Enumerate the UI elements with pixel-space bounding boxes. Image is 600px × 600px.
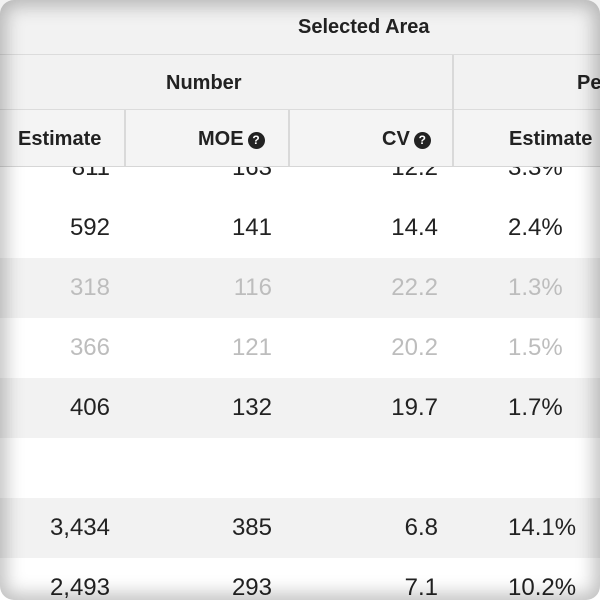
- estimate-cell: 2,493: [49, 574, 110, 600]
- percent-estimate-column-header[interactable]: Estimate: [509, 128, 593, 150]
- cv-label: CV: [382, 128, 410, 150]
- table-row: 592 141 14.4 2.4%: [0, 198, 600, 258]
- moe-column-header[interactable]: MOE?: [198, 127, 265, 151]
- percent-cell: 2.4%: [508, 214, 563, 241]
- cv-cell: 19.7: [391, 394, 438, 421]
- moe-cell: 385: [231, 514, 272, 541]
- cv-cell: 20.2: [391, 334, 438, 361]
- estimate-column-header[interactable]: Estimate: [18, 128, 102, 150]
- column-divider: [124, 110, 126, 166]
- table-row: 318 116 22.2 1.3%: [0, 258, 600, 318]
- percent-cell: 1.5%: [508, 334, 563, 361]
- estimate-cell: 3,434: [49, 514, 110, 541]
- column-divider: [288, 110, 290, 166]
- percent-cell: 1.7%: [508, 394, 563, 421]
- table-row: 3,434 385 6.8 14.1%: [0, 498, 600, 558]
- table-header-subgroup: Number Pe: [0, 55, 600, 111]
- cv-column-header[interactable]: CV?: [382, 127, 431, 151]
- column-divider: [452, 55, 454, 110]
- estimate-cell: 366: [69, 334, 110, 361]
- help-icon[interactable]: ?: [413, 132, 431, 149]
- table-row: 366 121 20.2 1.5%: [0, 318, 600, 378]
- percent-heading: Pe: [577, 72, 600, 94]
- cv-cell: 22.2: [391, 274, 438, 301]
- table-row: 406 132 19.7 1.7%: [0, 378, 600, 438]
- moe-cell: 141: [231, 214, 272, 241]
- percent-cell: 14.1%: [508, 514, 577, 541]
- percent-cell: 10.2%: [508, 574, 577, 600]
- table-row: 2,493 293 7.1 10.2%: [0, 558, 600, 600]
- selected-area-heading: Selected Area: [298, 16, 430, 38]
- number-heading: Number: [166, 72, 242, 94]
- moe-label: MOE: [198, 128, 244, 150]
- table-column-headers: Estimate MOE? CV? Estimate: [0, 110, 600, 167]
- cv-cell: 14.4: [391, 214, 438, 241]
- column-divider: [452, 110, 454, 166]
- estimate-cell: 318: [69, 274, 110, 301]
- moe-cell: 116: [233, 274, 272, 301]
- moe-cell: 132: [231, 394, 272, 421]
- cv-cell: 6.8: [404, 514, 438, 541]
- estimate-cell: 406: [69, 394, 110, 421]
- moe-cell: 121: [231, 334, 272, 361]
- table-header-group: Selected Area: [0, 0, 600, 56]
- table-row-empty: [0, 438, 600, 498]
- moe-cell: 293: [231, 574, 272, 600]
- estimate-cell: 592: [69, 214, 110, 241]
- help-icon[interactable]: ?: [247, 132, 265, 149]
- percent-cell: 1.3%: [508, 274, 563, 301]
- cv-cell: 7.1: [404, 574, 438, 600]
